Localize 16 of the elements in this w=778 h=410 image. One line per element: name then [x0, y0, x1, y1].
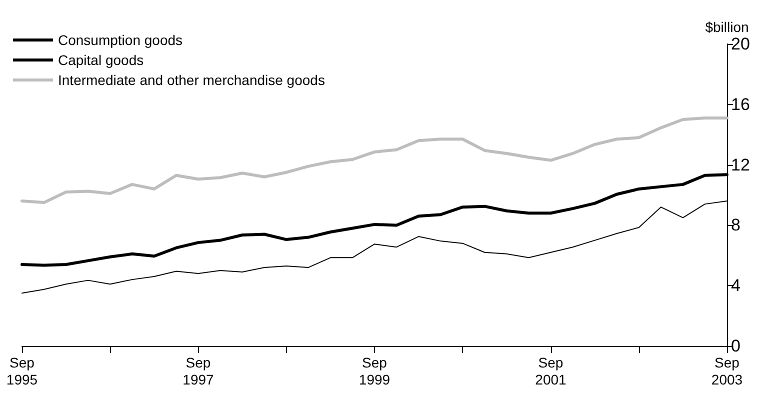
legend-label: Consumption goods — [58, 32, 183, 48]
line-series — [20, 116, 728, 204]
x-tick-label: Sep 2003 — [711, 354, 743, 388]
y-tick-label: 0 — [731, 336, 740, 356]
legend-label: Capital goods — [58, 52, 144, 68]
y-tick-label: 8 — [731, 216, 740, 235]
x-tick-label: Sep 2001 — [535, 354, 567, 388]
y-axis-title: $billion — [705, 19, 749, 35]
y-tick-label: 12 — [731, 155, 750, 174]
legend-label: Intermediate and other merchandise goods — [58, 72, 325, 88]
y-tick-label: 20 — [731, 34, 750, 54]
y-tick-label: 16 — [731, 94, 750, 114]
x-tick-label: Sep 1995 — [6, 354, 38, 388]
x-tick-label: Sep 1999 — [358, 354, 390, 388]
x-tick-label: Sep 1997 — [182, 354, 214, 388]
y-tick-label: 4 — [731, 276, 740, 296]
